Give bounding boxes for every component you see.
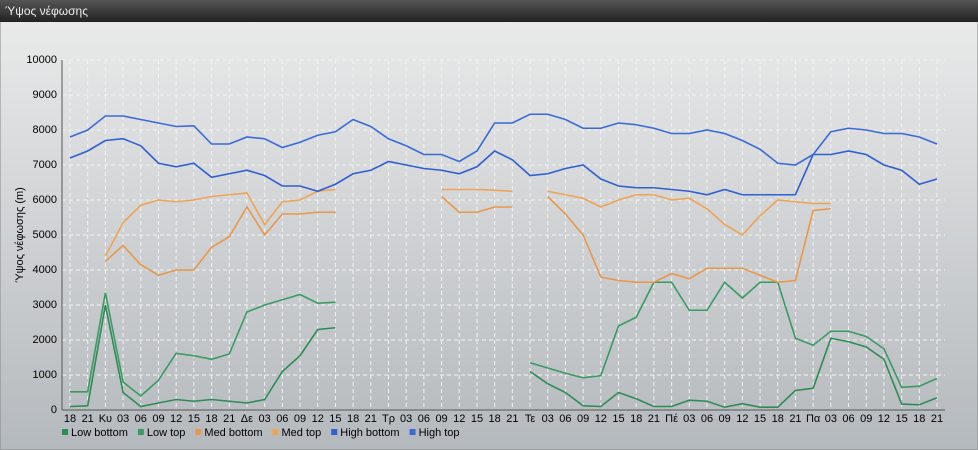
x-tick-label: Δε — [241, 413, 253, 425]
x-tick-label: 21 — [789, 413, 801, 425]
legend-label: High top — [419, 427, 460, 439]
x-tick-label: 06 — [559, 413, 571, 425]
y-tick-label: 7000 — [33, 159, 57, 171]
x-tick-label: 09 — [294, 413, 306, 425]
y-tick-label: 4000 — [33, 264, 57, 276]
legend-swatch — [137, 429, 144, 435]
x-tick-label: 12 — [453, 413, 465, 425]
x-tick-label: 09 — [152, 413, 164, 425]
x-tick-label: 21 — [931, 413, 943, 425]
x-tick-label: 18 — [630, 413, 642, 425]
y-tick-label: 3000 — [33, 299, 57, 311]
x-tick-label: 09 — [577, 413, 589, 425]
x-tick-label: 21 — [82, 413, 94, 425]
x-tick-label: 12 — [170, 413, 182, 425]
x-tick-label: 15 — [471, 413, 483, 425]
x-tick-label: 06 — [135, 413, 147, 425]
series-line — [69, 137, 938, 196]
x-tick-label: Πέ — [665, 413, 678, 425]
legend-swatch — [272, 429, 279, 435]
legend-label: High bottom — [340, 427, 399, 439]
x-tick-label: 06 — [701, 413, 713, 425]
legend-swatch — [409, 429, 416, 435]
x-tick-label: 03 — [259, 413, 271, 425]
x-tick-label: 21 — [506, 413, 518, 425]
x-tick-label: 09 — [860, 413, 872, 425]
x-tick-label: 06 — [276, 413, 288, 425]
x-tick-label: 18 — [772, 413, 784, 425]
x-tick-label: 09 — [719, 413, 731, 425]
x-tick-label: 15 — [188, 413, 200, 425]
x-tick-label: 15 — [329, 413, 341, 425]
x-tick-label: 09 — [435, 413, 447, 425]
x-tick-label: 03 — [542, 413, 554, 425]
x-tick-label: 06 — [842, 413, 854, 425]
x-tick-label: 12 — [878, 413, 890, 425]
x-tick-label: 21 — [223, 413, 235, 425]
x-tick-label: Τε — [525, 413, 536, 425]
x-tick-label: 15 — [895, 413, 907, 425]
y-tick-label: 1000 — [33, 369, 57, 381]
series-line — [104, 195, 831, 284]
legend-label: Med bottom — [204, 427, 262, 439]
y-tick-label: 6000 — [33, 194, 57, 206]
legend-label: Med top — [282, 427, 322, 439]
y-tick-label: 5000 — [33, 229, 57, 241]
y-tick-label: 9000 — [33, 89, 57, 101]
y-axis-label: Ύψος νέφωσης (m) — [14, 187, 26, 283]
legend-swatch — [331, 429, 338, 435]
legend-label: Low bottom — [71, 427, 128, 439]
legend-swatch — [62, 429, 68, 435]
series-line — [70, 281, 938, 398]
x-tick-label: 21 — [365, 413, 377, 425]
x-tick-label: 12 — [736, 413, 748, 425]
x-tick-label: Τρ — [382, 413, 395, 425]
y-tick-label: 0 — [51, 404, 57, 416]
y-tick-label: 2000 — [33, 334, 57, 346]
x-tick-label: 18 — [913, 413, 925, 425]
x-tick-label: 12 — [595, 413, 607, 425]
x-tick-label: 12 — [312, 413, 324, 425]
x-tick-label: 03 — [400, 413, 412, 425]
legend-swatch — [195, 429, 202, 435]
x-tick-label: 03 — [117, 413, 129, 425]
x-tick-label: 03 — [825, 413, 837, 425]
series-line — [69, 304, 938, 409]
series-line — [104, 188, 831, 257]
x-tick-label: 18 — [489, 413, 501, 425]
x-tick-label: 18 — [205, 413, 217, 425]
x-tick-label: Πα — [806, 413, 821, 425]
title-bar — [0, 0, 978, 22]
legend-label: Low top — [147, 427, 186, 439]
x-tick-label: 15 — [754, 413, 766, 425]
y-tick-label: 10000 — [26, 54, 57, 66]
series-line — [69, 113, 938, 166]
chart-title: Ύψος νέφωσης — [5, 4, 88, 18]
x-tick-label: 21 — [648, 413, 660, 425]
x-tick-label: Κυ — [99, 413, 112, 425]
y-tick-label: 8000 — [33, 124, 57, 136]
x-tick-label: 15 — [612, 413, 624, 425]
x-tick-label: 03 — [683, 413, 695, 425]
x-tick-label: 18 — [64, 413, 76, 425]
x-tick-label: 06 — [418, 413, 430, 425]
x-tick-label: 18 — [347, 413, 359, 425]
